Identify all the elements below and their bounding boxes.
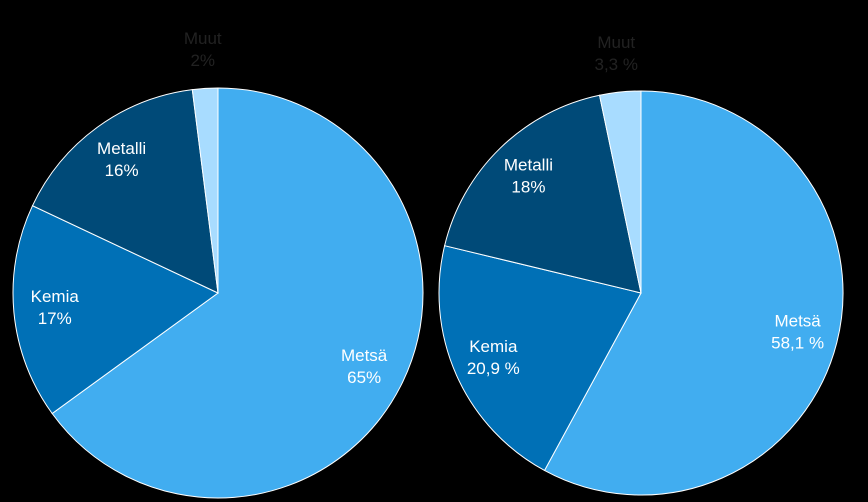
slice-name: Kemia	[31, 287, 80, 306]
pie-slice	[438, 245, 642, 472]
slice-name: Muut	[597, 33, 635, 52]
pie-slice	[444, 94, 642, 294]
slice-value-label: 58,1 %	[771, 333, 824, 352]
pie-slice	[31, 89, 219, 294]
slice-value-label: 17%	[38, 309, 72, 328]
slice-value-label: 2%	[190, 51, 215, 70]
pie-slice	[51, 87, 424, 499]
pie-slice	[543, 90, 844, 496]
pie-slice	[598, 90, 642, 294]
slice-name: Muut	[184, 29, 222, 48]
slice-name: Metalli	[504, 156, 553, 175]
slice-value-label: 18%	[511, 178, 545, 197]
slice-name: Metsä	[341, 346, 388, 365]
slice-value-label: 20,9 %	[467, 359, 520, 378]
slice-name: Metsä	[774, 311, 821, 330]
pie-slice	[12, 205, 219, 415]
slice-value-label: 3,3 %	[594, 55, 637, 74]
pie-slice	[191, 87, 219, 294]
slice-value-label: 65%	[347, 368, 381, 387]
slice-value-label: 16%	[105, 161, 139, 180]
slice-name: Kemia	[469, 337, 518, 356]
slice-name: Metalli	[97, 139, 146, 158]
